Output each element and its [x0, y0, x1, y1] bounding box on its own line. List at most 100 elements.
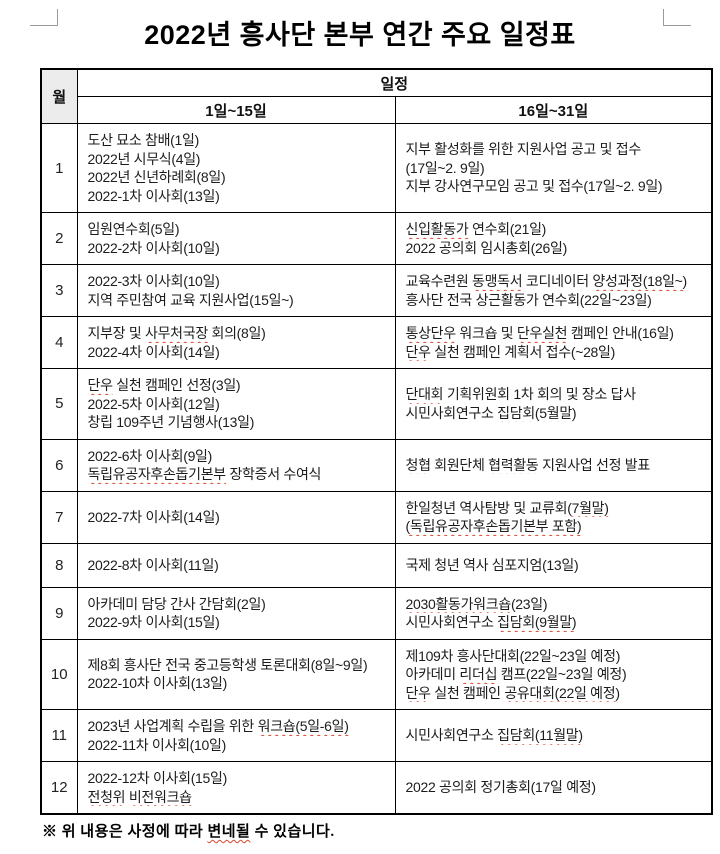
- schedule-line: 교육수련원 동맹독서 코디네이터 양성과정(18일~): [406, 272, 702, 291]
- text-segment: 캠페인 안내(16일): [567, 325, 674, 341]
- text-segment: 2022-10차 이사회(13일): [87, 675, 228, 692]
- text-segment: 지원사업 선정 발표: [538, 456, 650, 473]
- month-cell: 7: [40, 490, 78, 544]
- schedule-line: 지부장 및 사무처국장 회의(8일): [88, 324, 385, 343]
- page-title: 2022년 흥사단 본부 연간 주요 일정표: [144, 20, 576, 50]
- schedule-line: 청협 회원단체 협력활동 지원사업 선정 발표: [406, 456, 702, 475]
- column-header-first-half: 1일~15일: [76, 96, 396, 124]
- month-cell: 11: [40, 709, 78, 762]
- spellcheck-flagged-text: 양성과정(18일~): [592, 273, 687, 289]
- schedule-line: 임원연수회(5일): [88, 220, 385, 239]
- schedule-line: 제109차 흥사단대회(22일~23일 예정): [406, 647, 702, 666]
- schedule-line: 지부 활성화를 위한 지원사업 공고 및 접수: [406, 140, 702, 159]
- text-segment: 도산 묘소 참배(1일): [87, 132, 200, 148]
- text-segment: 실천 캠페인 계획서 접수(~28일): [430, 343, 615, 360]
- schedule-line: 시민사회연구소 집담회(5월말): [406, 404, 702, 423]
- first-half-cell: 2022-8차 이사회(11일): [76, 542, 396, 588]
- schedule-line: 단대회 기획위원회 1차 회의 및 장소 답사: [406, 385, 702, 404]
- schedule-line: 2030활동가워크숍(23일): [406, 595, 702, 614]
- text-segment: 2023년 사업계획 수립을 위한: [87, 718, 258, 734]
- table-row: 4 지부장 및 사무처국장 회의(8일) 2022-4차 이사회(14일) 통상단우 …: [40, 316, 713, 369]
- second-half-cell: 시민사회연구소 집담회(11월말): [394, 709, 713, 762]
- spellcheck-flagged-text: 공유대회(22일 예정): [504, 684, 620, 701]
- spellcheck-flagged-text: 집담회(11월말): [497, 727, 583, 744]
- month-cell: 1: [40, 123, 78, 213]
- month-cell: 12: [40, 761, 78, 815]
- schedule-line: 신입활동가 연수회(21일): [406, 220, 702, 239]
- month-cell: 6: [40, 438, 78, 492]
- schedule-table: 월 일정 1일~15일 16일~31일 1 도산 묘소 참배(1일) 2022년 시…: [40, 68, 714, 815]
- text-segment: 지부 강사연구모임 공고 및 접수(17일~2. 9일): [405, 178, 663, 195]
- first-half-cell: 2022-12차 이사회(15일) 전청위 비전워크숍: [76, 761, 396, 815]
- schedule-line: 창립 109주년 기념행사(13일): [88, 413, 385, 432]
- first-half-cell: 단우 실천 캠페인 선정(3일) 2022-5차 이사회(12일) 창립 109주년…: [76, 368, 396, 440]
- first-half-cell: 지부장 및 사무처국장 회의(8일) 2022-4차 이사회(14일): [76, 316, 396, 369]
- text-segment: 2022-3차 이사회(10일): [87, 273, 220, 289]
- schedule-line: 2022 공의회 정기총회(17일 예정): [406, 778, 702, 797]
- text-segment: 시민사회연구소: [405, 404, 498, 421]
- text-segment: 2022-2차 이사회(10일): [87, 239, 220, 256]
- table-row: 1 도산 묘소 참배(1일) 2022년 시무식(4일) 2022년 신년하례회(8일…: [40, 123, 713, 213]
- schedule-line: 2022-7차 이사회(14일): [88, 508, 385, 527]
- spellcheck-flagged-text: 통상단우: [405, 325, 457, 341]
- schedule-line: 시민사회연구소 집담회(11월말): [406, 726, 702, 745]
- schedule-line: 국제 청년 역사 심포지엄(13일): [406, 556, 702, 575]
- spellcheck-flagged-text: 협력활동: [488, 456, 539, 473]
- schedule-table-body: 1 도산 묘소 참배(1일) 2022년 시무식(4일) 2022년 신년하례회(8일…: [40, 123, 713, 815]
- text-segment: 시민사회연구소: [405, 614, 498, 630]
- page-corner-mark-left: [30, 9, 58, 26]
- footnote: ※ 위 내용은 사정에 따라 변네될 수 있습니다.: [42, 820, 335, 841]
- schedule-line: 지부 강사연구모임 공고 및 접수(17일~2. 9일): [406, 177, 702, 196]
- spellcheck-flagged-text: 집담회(9월말): [497, 614, 577, 630]
- text-segment: 2022-4차 이사회(14일): [87, 343, 220, 360]
- schedule-line: 2022-8차 이사회(11일): [88, 556, 385, 575]
- schedule-line: 2022-3차 이사회(10일): [88, 272, 385, 291]
- text-segment: 제8회 흥사단 전국 중고등학생 토론대회(8일~9일): [87, 656, 368, 673]
- spellcheck-flagged-text: 변네될: [207, 824, 251, 840]
- schedule-line: 2022-9차 이사회(15일): [88, 613, 385, 632]
- table-row: 3 2022-3차 이사회(10일) 지역 주민참여 교육 지원사업(15일~) 교육…: [40, 264, 713, 317]
- schedule-line: (독립유공자후손돕기본부 포함): [406, 517, 702, 536]
- text-segment: 2022년 시무식(4일): [87, 150, 201, 167]
- schedule-line: 아카데미 리더십 캠프(22일~23일 예정): [406, 665, 702, 684]
- second-half-cell: 제109차 흥사단대회(22일~23일 예정) 아카데미 리더십 캠프(22일~2…: [394, 638, 713, 710]
- spellcheck-flagged-text: 사무처국장: [145, 325, 208, 341]
- text-segment: 창립 109주년 기념행사(13일): [87, 414, 255, 430]
- text-segment: 한일청년 역사탐방 및 교류회: [405, 499, 568, 516]
- schedule-line: 2022년 신년하례회(8일): [88, 168, 385, 187]
- text-segment: 지역 주민참여 교육 지원사업(15일~): [87, 291, 294, 308]
- text-segment: 국제 청년 역사 심포지엄(13일): [405, 556, 579, 573]
- second-half-cell: 한일청년 역사탐방 및 교류회(7월말) (독립유공자후손돕기본부 포함): [394, 490, 713, 544]
- month-cell: 8: [40, 542, 78, 588]
- table-row: 9 아카데미 담당 간사 간담회(2일) 2022-9차 이사회(15일) 2030활…: [40, 586, 713, 640]
- table-row: 8 2022-8차 이사회(11일) 국제 청년 역사 심포지엄(13일): [40, 542, 713, 588]
- text-segment: 수 있습니다.: [250, 824, 335, 840]
- text-segment: 워크숍 및: [455, 325, 517, 341]
- text-segment: 기획위원회 1차 회의 및 장소 답사: [443, 386, 636, 403]
- schedule-line: 2022 공의회 임시총회(26일): [406, 239, 702, 258]
- first-half-cell: 제8회 흥사단 전국 중고등학생 토론대회(8일~9일) 2022-10차 이사회…: [76, 638, 396, 710]
- second-half-cell: 단대회 기획위원회 1차 회의 및 장소 답사 시민사회연구소 집담회(5월말): [394, 368, 713, 440]
- text-segment: 2022-6차 이사회(9일): [87, 447, 213, 464]
- text-segment: 회의(8일): [207, 325, 266, 341]
- schedule-line: 단우 실천 캠페인 선정(3일): [88, 376, 385, 395]
- schedule-line: 시민사회연구소 집담회(9월말): [406, 613, 702, 632]
- text-segment: 2022-1차 이사회(13일): [87, 187, 220, 204]
- spellcheck-flagged-text: (7월말): [567, 499, 609, 516]
- text-segment: 2022-8차 이사회(11일): [87, 556, 219, 573]
- spellcheck-flagged-text: 워크숍(5일-6일): [257, 718, 349, 734]
- first-half-cell: 2023년 사업계획 수립을 위한 워크숍(5일-6일) 2022-11차 이사회…: [76, 709, 396, 762]
- text-segment: 지부장 및: [87, 325, 145, 341]
- month-cell: 3: [40, 264, 78, 317]
- text-segment: 연수회(21일): [468, 221, 547, 237]
- text-segment: 캠프(22일~23일 예정): [497, 666, 627, 682]
- schedule-line: 도산 묘소 참배(1일): [88, 131, 385, 150]
- schedule-line: 2022-11차 이사회(10일): [88, 736, 385, 755]
- schedule-line: 2022-10차 이사회(13일): [88, 674, 385, 693]
- table-row: 11 2023년 사업계획 수립을 위한 워크숍(5일-6일) 2022-11차 이…: [40, 709, 713, 762]
- second-half-cell: 2030활동가워크숍(23일) 시민사회연구소 집담회(9월말): [394, 586, 713, 640]
- spellcheck-flagged-text: 전청위: [87, 788, 126, 805]
- spellcheck-flagged-text: 신입활동가: [405, 221, 469, 237]
- spellcheck-flagged-text: 집담회(5월말): [497, 404, 577, 421]
- schedule-line: 2022-6차 이사회(9일): [88, 447, 385, 466]
